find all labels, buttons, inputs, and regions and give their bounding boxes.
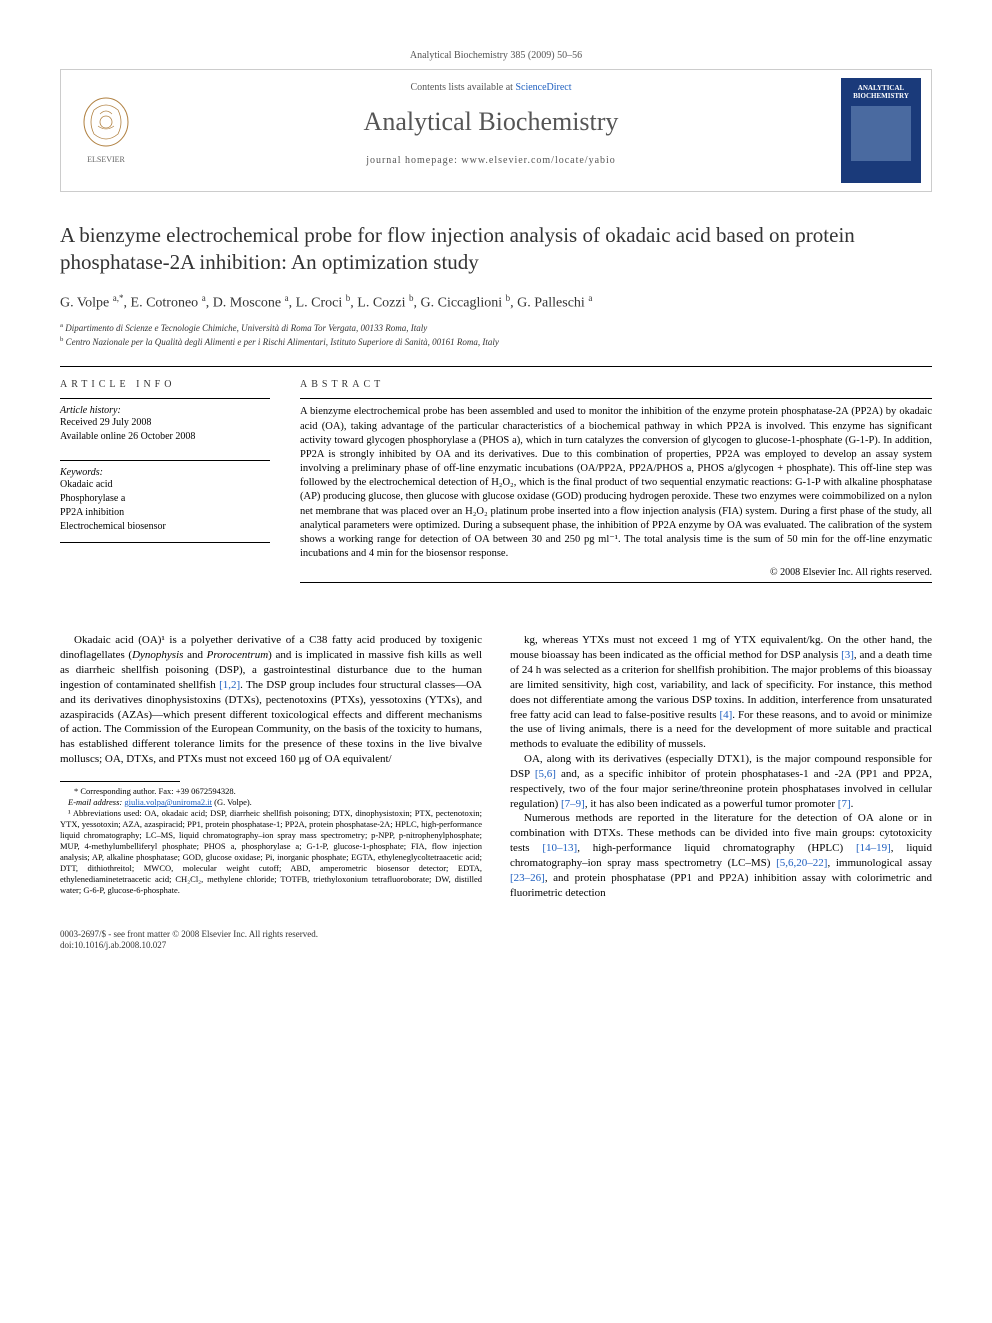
keywords-divider (60, 460, 270, 461)
abstract-heading: ABSTRACT (300, 379, 932, 390)
corresponding-email-link[interactable]: giulia.volpa@uniroma2.it (124, 797, 212, 807)
email-label: E-mail address: (68, 797, 124, 807)
journal-name: Analytical Biochemistry (151, 107, 831, 137)
affiliation-line: a Dipartimento di Scienze e Tecnologie C… (60, 321, 932, 335)
cover-title: ANALYTICAL BIOCHEMISTRY (845, 84, 917, 100)
info-bottom-divider (60, 542, 270, 543)
corresponding-footnote: * Corresponding author. Fax: +39 0672594… (60, 786, 482, 797)
footer-doi: doi:10.1016/j.ab.2008.10.027 (60, 940, 932, 952)
cover-image-placeholder (851, 106, 911, 161)
page-footer: 0003-2697/$ - see front matter © 2008 El… (60, 929, 932, 952)
elsevier-logo-icon: ELSEVIER (74, 96, 139, 166)
citation-ref[interactable]: [4] (719, 709, 732, 721)
citation-ref[interactable]: [5,6] (535, 768, 556, 780)
body-paragraph: OA, along with its derivatives (especial… (510, 752, 932, 811)
journal-homepage: journal homepage: www.elsevier.com/locat… (151, 155, 831, 166)
keywords-label: Keywords: (60, 467, 270, 478)
abstract-column: ABSTRACT A bienzyme electrochemical prob… (300, 379, 932, 589)
citation-ref[interactable]: [3] (841, 649, 854, 661)
body-text-columns: Okadaic acid (OA)¹ is a polyether deriva… (60, 633, 932, 900)
citation-ref[interactable]: [7–9] (561, 798, 585, 810)
footnote-divider (60, 781, 180, 782)
email-suffix: (G. Volpe). (212, 797, 252, 807)
journal-cover-thumbnail: ANALYTICAL BIOCHEMISTRY (841, 78, 921, 183)
sciencedirect-link[interactable]: ScienceDirect (515, 82, 571, 93)
online-date: Available online 26 October 2008 (60, 430, 270, 444)
contents-available-line: Contents lists available at ScienceDirec… (151, 82, 831, 93)
keyword-item: Okadaic acid (60, 478, 270, 492)
publisher-logo-cell: ELSEVIER (61, 70, 151, 191)
abstract-text: A bienzyme electrochemical probe has bee… (300, 405, 932, 561)
svg-text:ELSEVIER: ELSEVIER (87, 155, 125, 164)
citation-ref[interactable]: [14–19] (856, 842, 891, 854)
keyword-item: Phosphorylase a (60, 492, 270, 506)
abstract-divider (300, 398, 932, 399)
footnotes-block: * Corresponding author. Fax: +39 0672594… (60, 786, 482, 896)
journal-header-box: ELSEVIER Contents lists available at Sci… (60, 69, 932, 192)
affiliations: a Dipartimento di Scienze e Tecnologie C… (60, 321, 932, 348)
citation-ref[interactable]: [5,6,20–22] (776, 857, 827, 869)
header-citation: Analytical Biochemistry 385 (2009) 50–56 (60, 50, 932, 61)
body-paragraph: Okadaic acid (OA)¹ is a polyether deriva… (60, 633, 482, 767)
citation-ref[interactable]: [1,2] (219, 679, 240, 691)
abbreviations-footnote: ¹ Abbreviations used: OA, okadaic acid; … (60, 808, 482, 896)
journal-cover-cell: ANALYTICAL BIOCHEMISTRY (831, 70, 931, 191)
title-divider (60, 366, 932, 367)
citation-ref[interactable]: [23–26] (510, 872, 545, 884)
article-info-column: ARTICLE INFO Article history: Received 2… (60, 379, 270, 589)
authors-line: G. Volpe a,*, E. Cotroneo a, D. Moscone … (60, 293, 932, 312)
article-info-heading: ARTICLE INFO (60, 379, 270, 390)
article-title: A bienzyme electrochemical probe for flo… (60, 222, 932, 277)
citation-ref[interactable]: [10–13] (542, 842, 577, 854)
body-paragraph: Numerous methods are reported in the lit… (510, 811, 932, 900)
keyword-item: PP2A inhibition (60, 506, 270, 520)
affiliation-line: b Centro Nazionale per la Qualità degli … (60, 335, 932, 349)
email-footnote: E-mail address: giulia.volpa@uniroma2.it… (60, 797, 482, 808)
abstract-bottom-divider (300, 582, 932, 583)
keyword-item: Electrochemical biosensor (60, 520, 270, 534)
history-label: Article history: (60, 405, 270, 416)
received-date: Received 29 July 2008 (60, 416, 270, 430)
journal-header-center: Contents lists available at ScienceDirec… (151, 70, 831, 191)
footer-front-matter: 0003-2697/$ - see front matter © 2008 El… (60, 929, 932, 941)
abstract-copyright: © 2008 Elsevier Inc. All rights reserved… (300, 567, 932, 578)
contents-prefix: Contents lists available at (410, 82, 515, 93)
body-paragraph: kg, whereas YTXs must not exceed 1 mg of… (510, 633, 932, 752)
info-divider (60, 398, 270, 399)
citation-ref[interactable]: [7] (838, 798, 851, 810)
